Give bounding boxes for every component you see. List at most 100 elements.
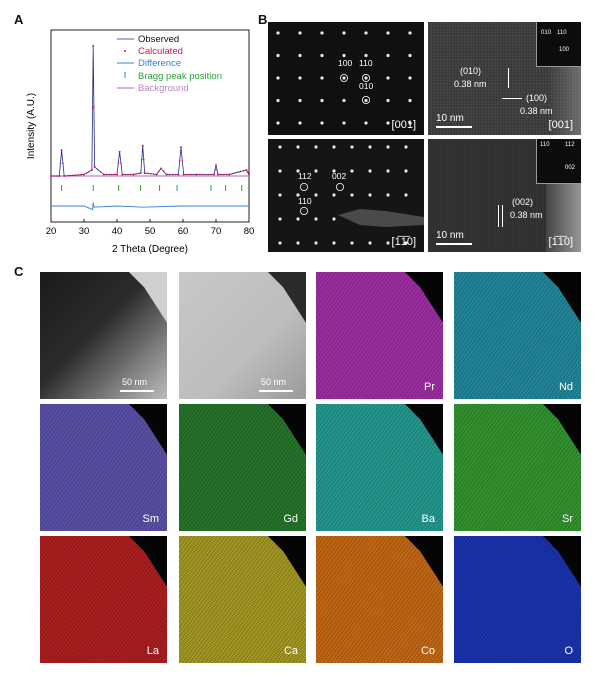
diffraction-spot — [298, 76, 302, 80]
xrd-calculated-point — [69, 174, 71, 177]
xrd-x-tick-label: 30 — [79, 226, 90, 237]
hrtem-bottom-value: 0.38 nm — [510, 210, 543, 220]
diffraction-spot — [364, 76, 368, 80]
stem-haadf-image: 50 nm — [179, 272, 306, 399]
diffraction-spot — [386, 121, 390, 125]
diffraction-spot — [386, 98, 390, 103]
diffraction-spot — [408, 121, 412, 125]
eds-map-co: Co — [316, 536, 443, 663]
xrd-calculated-point — [127, 173, 129, 176]
diffraction-spot — [386, 169, 390, 173]
xrd-calculated-point — [132, 173, 135, 176]
diffraction-spot — [332, 145, 336, 149]
diffraction-spot — [276, 98, 280, 103]
diffraction-spot — [342, 76, 346, 80]
xrd-calculated-point — [245, 168, 248, 171]
xrd-calculated-point — [222, 173, 225, 176]
xrd-calculated-point — [93, 105, 95, 108]
xrd-x-tick-label: 50 — [145, 226, 156, 237]
xrd-calculated-point — [182, 173, 185, 176]
xrd-x-ticks: 20 30 40 50 60 70 80 — [46, 219, 254, 237]
hrtem-top-d1-value: 0.38 nm — [454, 79, 487, 89]
xrd-calculated-point — [77, 174, 80, 176]
xrd-calculated-point — [159, 167, 162, 170]
xrd-calculated-point — [85, 172, 88, 174]
diffraction-spot — [278, 217, 282, 221]
xrd-difference-line — [51, 202, 249, 211]
panel-c-letter: C — [14, 264, 24, 279]
saed-bottom-image: 112 002 110 [1̅1̅0] — [268, 139, 424, 252]
legend-observed: Observed — [138, 34, 179, 45]
xrd-calculated-point — [52, 175, 55, 177]
hrtem-top-arrow-h — [502, 98, 522, 99]
hrtem-top-arrow-v — [508, 68, 509, 88]
xrd-calculated-point — [152, 173, 155, 175]
diffraction-spot — [320, 76, 324, 80]
inset-top-label-010: 010 — [541, 30, 552, 36]
eds-map-nd: Nd — [454, 272, 581, 399]
diffraction-spot — [276, 121, 280, 125]
xrd-calculated-point — [219, 173, 222, 176]
diffraction-spot — [386, 53, 390, 58]
diffraction-spot — [350, 169, 354, 173]
panel-a-letter: A — [14, 12, 24, 27]
diffraction-spot — [332, 241, 336, 245]
saed-bottom-spots — [278, 145, 424, 245]
diffraction-spot — [364, 98, 368, 103]
xrd-calculated-point — [135, 173, 137, 175]
indexed-spot-circle — [340, 74, 349, 83]
hrtem-top-d1-plane: (010) — [460, 66, 482, 76]
xrd-x-tick-label: 60 — [178, 226, 189, 237]
xrd-x-tick-label: 20 — [46, 226, 57, 237]
xrd-ylabel: Intensity (A.U.) — [26, 93, 37, 159]
diffraction-spot — [342, 31, 346, 35]
xrd-calculated-point — [149, 172, 152, 175]
eds-label-ca: Ca — [283, 645, 298, 657]
xrd-calculated-point — [246, 171, 249, 174]
xrd-calculated-point — [90, 168, 93, 171]
xrd-calculated-point — [239, 170, 242, 173]
xrd-calculated-point — [146, 172, 149, 175]
hrtem-bottom-zone: [1̅1̅0] — [548, 236, 573, 248]
diffraction-spot — [350, 241, 354, 245]
saed-top-label-110: 110 — [359, 58, 373, 68]
diffraction-spot — [314, 217, 318, 221]
stem-bf-scale-bar — [120, 390, 154, 392]
xrd-calculated-point — [124, 173, 126, 176]
eds-label-o: O — [564, 645, 573, 657]
xrd-calculated-point — [129, 173, 132, 176]
diffraction-spot — [368, 193, 372, 197]
diffraction-spot — [386, 193, 390, 197]
xrd-calculated-point — [198, 173, 200, 176]
diffraction-spot — [386, 145, 390, 149]
hrtem-top-d2-value: 0.38 nm — [520, 106, 553, 116]
xrd-calculated-point — [225, 173, 228, 176]
xrd-calculated-point — [228, 173, 231, 176]
diffraction-spot — [408, 98, 412, 103]
xrd-calculated-point — [215, 164, 217, 167]
xrd-calculated-point — [190, 173, 192, 176]
diffraction-spot — [276, 31, 280, 35]
hrtem-bottom-plane: (002) — [512, 197, 534, 207]
xrd-calculated-point — [141, 144, 144, 147]
xrd-xlabel: 2 Theta (Degree) — [112, 244, 188, 255]
saed-bottom-label-112: 112 — [298, 171, 312, 181]
diffraction-spot — [332, 193, 336, 197]
xrd-calculated-point — [50, 175, 52, 177]
inset-bottom-label-002: 002 — [565, 165, 576, 171]
eds-label-nd: Nd — [558, 381, 573, 393]
diffraction-spot — [368, 169, 372, 173]
diffraction-spot — [342, 121, 346, 125]
xrd-calculated-point — [120, 162, 122, 164]
diffraction-spot — [296, 217, 300, 221]
xrd-calculated-point — [139, 171, 142, 174]
diffraction-spot — [408, 31, 412, 35]
diffraction-spot — [332, 217, 336, 221]
xrd-calculated-point — [195, 173, 198, 176]
xrd-calculated-point — [113, 173, 116, 176]
inset-top-label-110: 110 — [557, 30, 567, 36]
hrtem-top-zone: [001] — [548, 119, 573, 131]
legend-background: Background — [138, 83, 189, 94]
diffraction-spot — [314, 145, 318, 149]
xrd-calculated-point — [121, 173, 124, 176]
